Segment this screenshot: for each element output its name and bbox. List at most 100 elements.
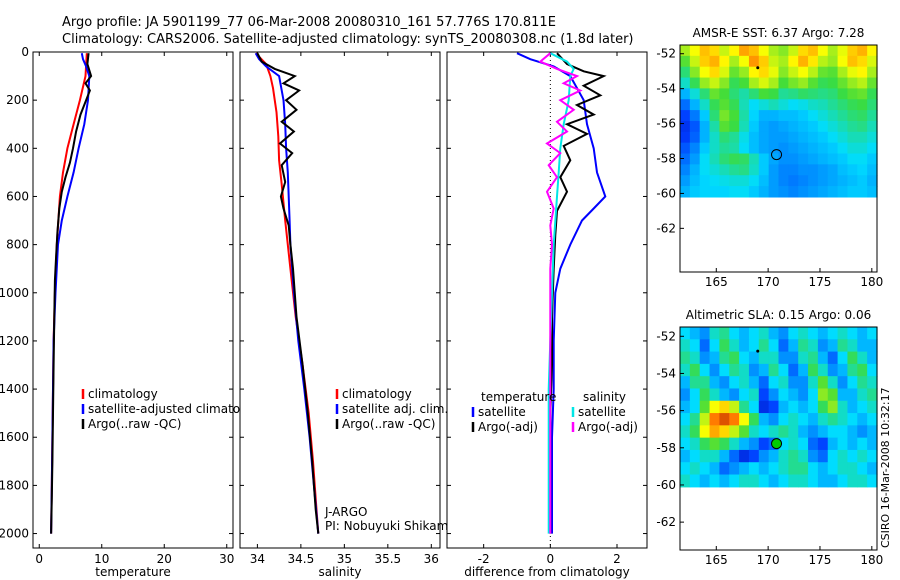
map-cell (689, 363, 701, 377)
map-cell (739, 363, 750, 377)
map-cell (758, 351, 770, 365)
x-tick-label: 30 (219, 552, 234, 566)
map-cell (699, 388, 711, 402)
map-cell (808, 474, 819, 488)
map-cell (709, 437, 720, 451)
map-cell (680, 164, 691, 176)
map-cell (857, 462, 868, 476)
x-tick-label: 10 (94, 552, 109, 566)
map-cell (758, 142, 770, 155)
legend-label: Argo(-adj) (478, 420, 538, 434)
map-cell (857, 351, 868, 365)
map-cell (837, 186, 849, 198)
map-cell (857, 88, 868, 100)
map-cell (837, 66, 849, 79)
map-title: AMSR-E SST: 6.37 Argo: 7.28 (693, 26, 865, 40)
map-cell (768, 99, 780, 111)
x-axis-label: temperature (95, 565, 170, 579)
map-cell (847, 339, 858, 353)
map-cell (837, 413, 849, 426)
map-cell (808, 388, 819, 402)
map-cell (699, 425, 711, 439)
map-cell (758, 462, 770, 476)
map-cell (798, 400, 809, 414)
y-tick-label: 1600 (0, 430, 29, 444)
map-cell (680, 77, 691, 89)
map-cell (758, 363, 770, 377)
map-cell (680, 400, 691, 414)
map-cell (699, 99, 711, 111)
map-cell (847, 474, 858, 488)
y-tick-label: 2000 (0, 527, 29, 541)
map-cell (689, 120, 701, 133)
map-cell (778, 327, 789, 340)
map-cell (719, 376, 730, 390)
map-cell (847, 66, 858, 79)
map-cell (778, 142, 789, 155)
map-cell (699, 413, 711, 426)
map-cell (817, 120, 829, 133)
map-cell (847, 327, 858, 340)
map-cell (817, 131, 829, 144)
map-cell (729, 376, 740, 390)
map-cell (768, 425, 780, 439)
map-cell (689, 462, 701, 476)
map-cell (748, 449, 760, 463)
map-cell (778, 131, 789, 144)
x-tick-label: 20 (157, 552, 172, 566)
map-cell (699, 55, 711, 68)
map-cell (808, 437, 819, 451)
map-cell (709, 186, 720, 198)
map-cell (798, 388, 809, 402)
map-cell (768, 400, 780, 414)
map-cell (808, 449, 819, 463)
map-cell (798, 376, 809, 390)
y-tick-label: -56 (656, 117, 676, 131)
y-tick-label: -56 (656, 404, 676, 418)
legend-label: climatology (342, 387, 412, 401)
map-cell (748, 175, 760, 187)
map-cell (729, 339, 740, 353)
map-cell (808, 462, 819, 476)
map-cell (837, 363, 849, 377)
map-cell (837, 339, 849, 353)
map-cell (798, 45, 809, 57)
map-cell (680, 45, 691, 57)
map-cell (867, 45, 878, 57)
x-axis-label: salinity (318, 565, 361, 579)
map-cell (748, 339, 760, 353)
map-cell (739, 175, 750, 187)
map-cell (857, 400, 868, 414)
y-tick-label: -62 (656, 221, 676, 235)
map-cell (847, 110, 858, 122)
x-tick-label: 180 (860, 275, 883, 289)
map-cell (798, 339, 809, 353)
map-cell (857, 363, 868, 377)
map-cell (778, 388, 789, 402)
map-cell (680, 376, 691, 390)
map-cell (680, 186, 691, 198)
map-cell (817, 400, 829, 414)
map-cell (689, 131, 701, 144)
map-cell (798, 413, 809, 426)
map-cell (857, 376, 868, 390)
map-cell (788, 99, 799, 111)
map-cell (739, 55, 750, 68)
map-cell (798, 142, 809, 155)
map-cell (680, 66, 691, 79)
map-cell (847, 153, 858, 165)
credit-text: CSIRO 16-Mar-2008 10:32:17 (879, 387, 892, 548)
map-cell (798, 327, 809, 340)
map-cell (748, 376, 760, 390)
map-cell (748, 474, 760, 488)
map-cell (837, 88, 849, 100)
map-cell (817, 363, 829, 377)
map-cell (709, 99, 720, 111)
map-cell (817, 77, 829, 89)
map-cell (699, 131, 711, 144)
map-cell (748, 437, 760, 451)
map-cell (758, 131, 770, 144)
map-cell (739, 351, 750, 365)
map-cell (689, 175, 701, 187)
